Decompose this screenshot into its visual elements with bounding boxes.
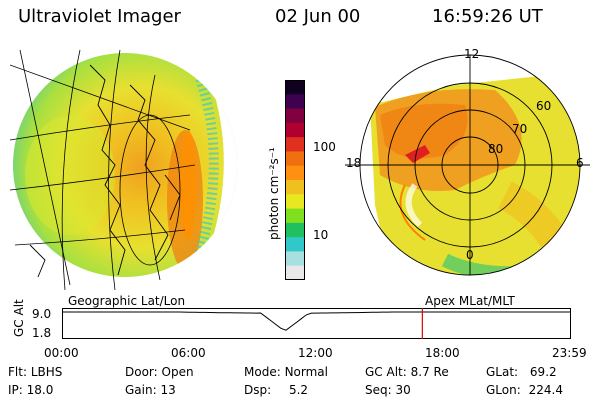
colorbar-tick-100: 100 [313,140,336,154]
orbit-altitude-curve [62,311,571,331]
colorbar-band [285,237,305,252]
mlt-label-0: 0 [466,248,474,262]
info-door: Door: Open [125,364,194,381]
alt-x-tick-1: 06:00 [171,346,206,360]
info-door-value: Open [161,365,194,379]
colorbar-band [285,151,305,167]
colorbar-band [285,137,305,152]
info-mode-value: Normal [284,365,328,379]
info-flt-label: Flt: [8,365,27,379]
info-flt: Flt: LBHS [8,364,62,381]
alt-y-label: GC Alt [12,299,26,337]
alt-y-tick-low: 1.8 [32,326,52,340]
apex-label: Apex MLat/MLT [425,294,515,308]
colorbar-band [285,165,305,181]
info-seq-value: 30 [395,383,411,397]
lat-label-70: 70 [512,122,528,136]
info-glat: GLat: 69.2 [486,364,557,381]
colorbar-band [285,222,305,238]
info-gain: Gain: 13 [125,382,176,399]
geographic-label: Geographic Lat/Lon [68,294,186,308]
colorbar-band [285,180,305,195]
mlt-label-12: 12 [464,47,480,61]
alt-x-tick-3: 18:00 [425,346,460,360]
alt-x-tick-0: 00:00 [44,346,79,360]
info-mode-label: Mode: [244,365,281,379]
coastline [29,64,181,278]
info-gcalt-label: GC Alt: [365,365,407,379]
info-door-label: Door: [125,365,158,379]
mlt-label-18: 18 [346,156,362,170]
colorbar-unit-label: photon cm⁻²s⁻¹ [267,147,281,240]
lat-label-80: 80 [488,142,504,156]
info-dsp-value: 5.2 [288,383,309,397]
info-seq-label: Seq: [365,383,392,397]
polar-grid [345,54,590,276]
info-glon-value: 224.4 [528,383,563,397]
alt-x-tick-4: 23:59 [552,346,587,360]
time-label: 16:59:26 UT [432,6,543,27]
colorbar-border [285,80,305,280]
alt-y-tick-high: 9.0 [32,307,52,321]
auroral-emission [13,53,237,277]
colorbar-band [285,251,305,267]
colorbar-band [285,122,305,138]
colorbar-band [285,94,305,110]
alt-x-tick-2: 12:00 [298,346,333,360]
info-gcalt-value: 8.7 Re [410,365,449,379]
info-dsp: Dsp: 5.2 [244,382,308,399]
date-label: 02 Jun 00 [275,6,361,27]
info-ip: IP: 18.0 [8,382,53,399]
info-gcalt: GC Alt: 8.7 Re [365,364,449,381]
info-flt-value: LBHS [30,365,63,379]
info-glon-label: GLon: [486,383,521,397]
info-glat-label: GLat: [486,365,519,379]
info-mode: Mode: Normal [244,364,328,381]
alt-plot-frame [62,308,571,339]
info-seq: Seq: 30 [365,382,411,399]
mlt-label-6: 6 [576,156,584,170]
info-ip-value: 18.0 [26,383,54,397]
colorbar-band [285,194,305,210]
info-glon: GLon: 224.4 [486,382,563,399]
colorbar-band [285,80,305,95]
geographic-image [10,49,237,290]
info-dsp-label: Dsp: [244,383,272,397]
lat-label-60: 60 [536,99,552,113]
info-gain-label: Gain: [125,383,157,397]
altitude-plot [62,308,571,339]
colorbar-band [285,208,305,224]
colorbar-tick-10: 10 [313,228,329,242]
info-gain-value: 13 [160,383,176,397]
info-ip-label: IP: [8,383,23,397]
colorbar [285,80,305,280]
polar-emission [370,75,580,275]
info-glat-value: 69.2 [529,365,557,379]
colorbar-band [285,108,305,124]
polar-plot [345,54,590,276]
colorbar-band [285,265,305,280]
instrument-title: Ultraviolet Imager [18,6,181,27]
